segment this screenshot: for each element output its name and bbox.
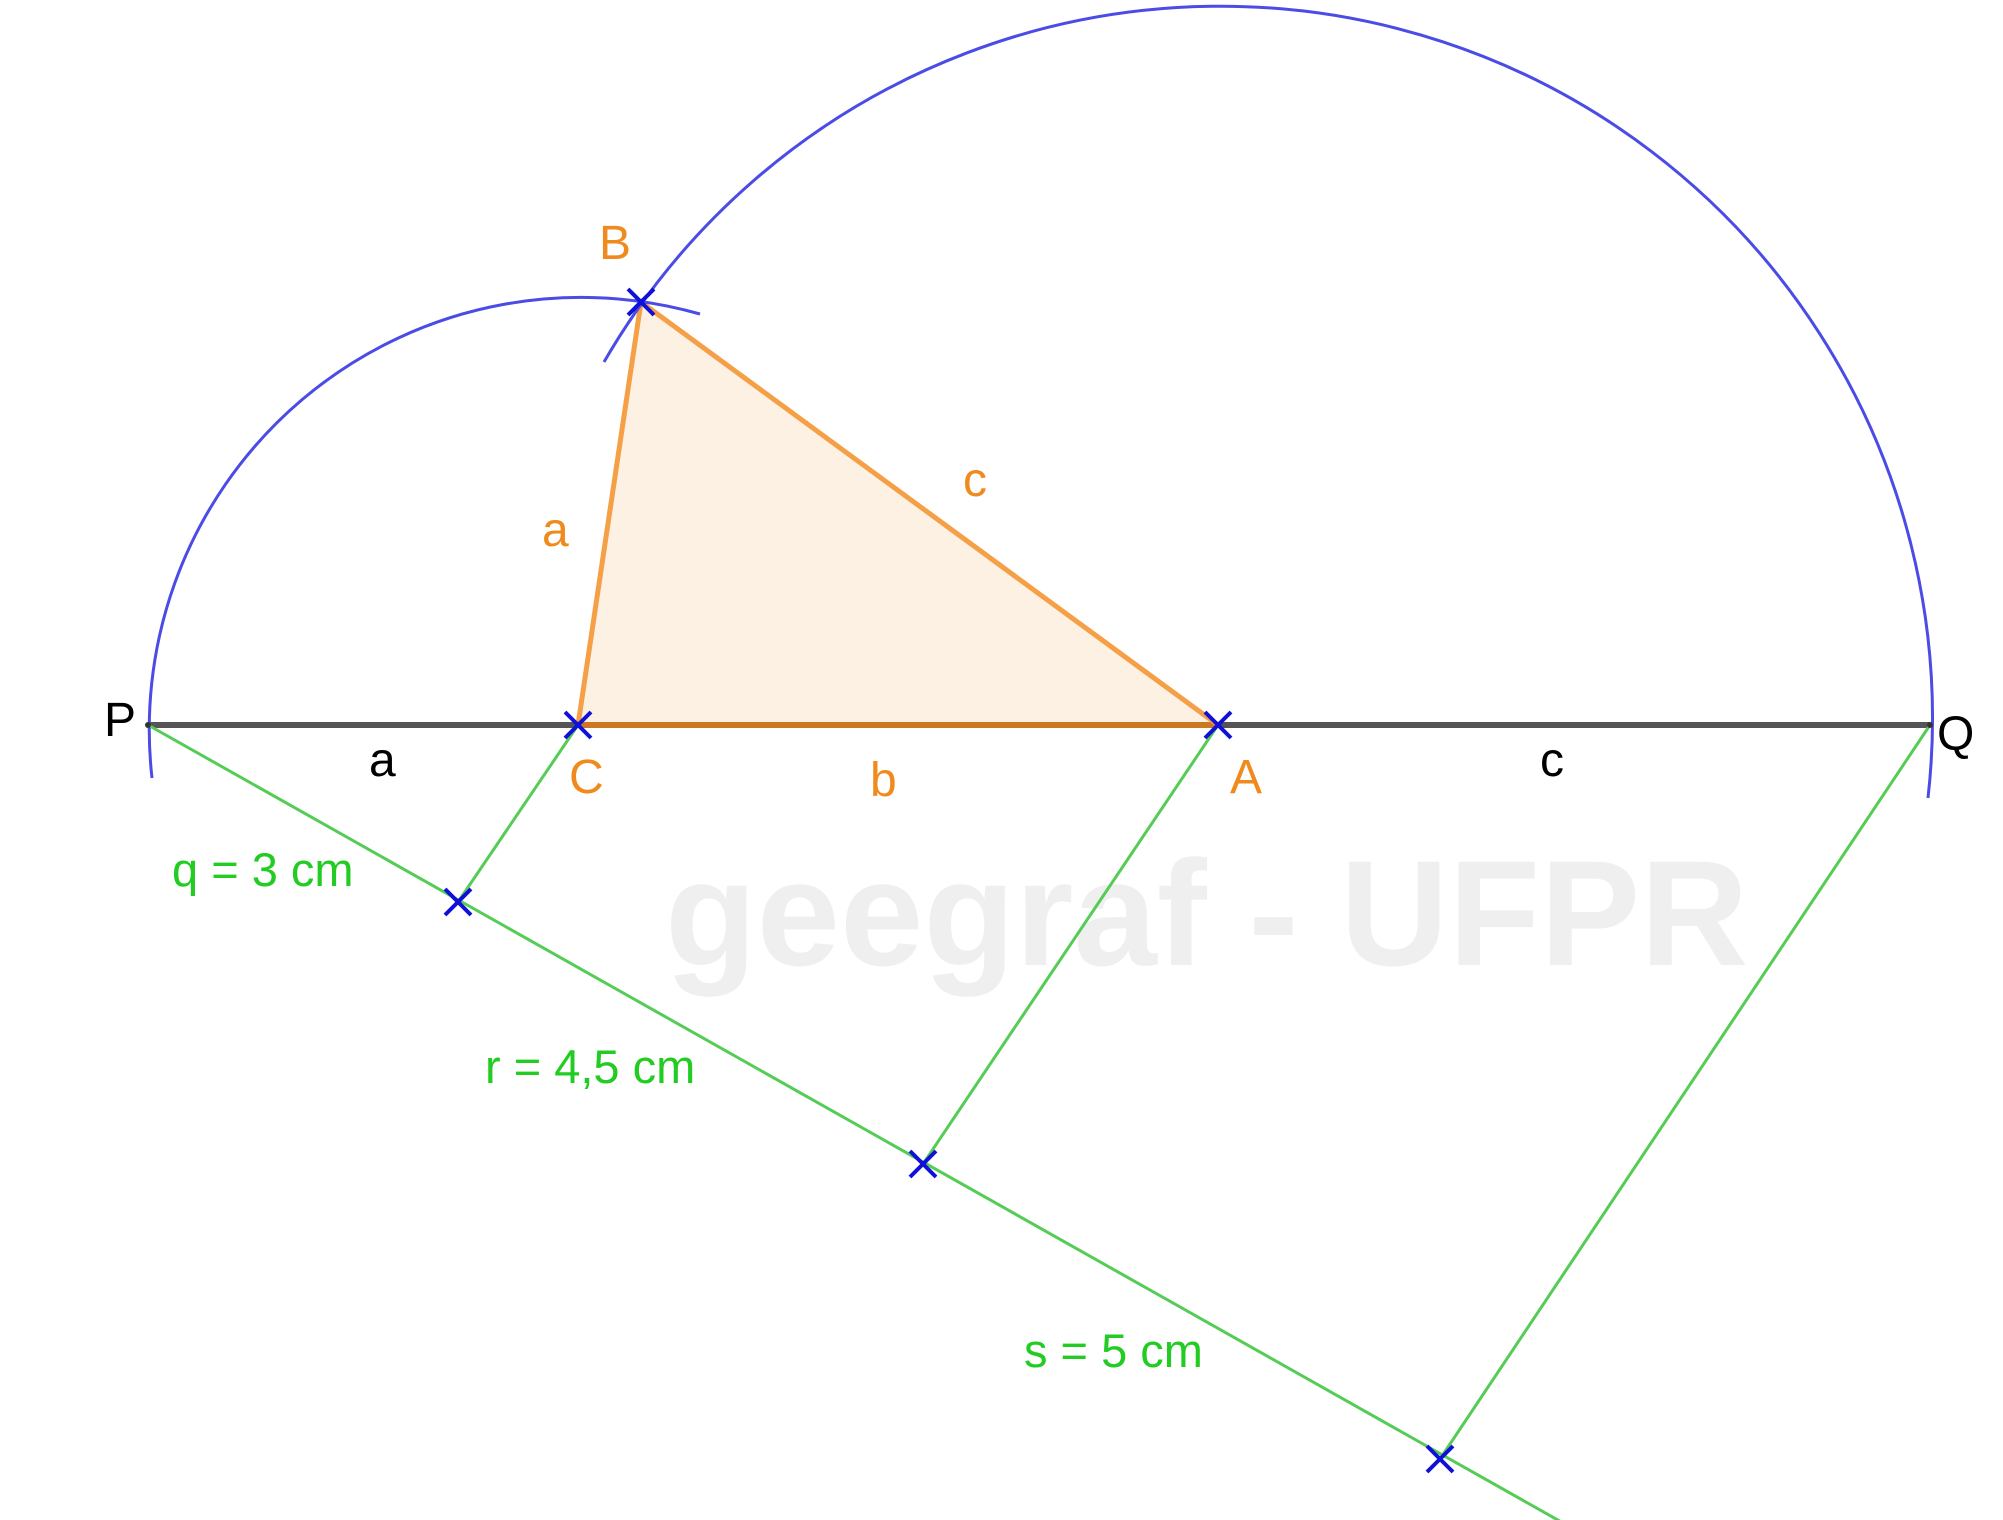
point-marker-s-division <box>1425 1444 1455 1474</box>
point-marker-a <box>1203 710 1233 740</box>
construction-ray-from-p <box>147 723 1561 1520</box>
label-measure-r: r = 4,5 cm <box>485 1040 695 1093</box>
label-point-q: Q <box>1937 708 1974 761</box>
triangle-side-a <box>575 301 644 726</box>
label-side-c: c <box>963 454 987 507</box>
label-point-c: C <box>569 751 604 804</box>
triangle-side-c <box>639 299 1220 728</box>
label-side-b: b <box>870 754 897 807</box>
point-dot-q <box>1927 722 1933 728</box>
parallel-line-q <box>1438 724 1932 1460</box>
label-point-a: A <box>1230 751 1262 804</box>
parallel-line-a <box>921 724 1220 1165</box>
label-measure-s: s = 5 cm <box>1024 1324 1203 1377</box>
point-marker-r-division <box>908 1149 938 1179</box>
label-baseline-c: c <box>1540 734 1564 787</box>
arc-radius-c-centered-a <box>602 4 1934 799</box>
arc-radius-a-centered-c <box>147 295 701 779</box>
point-marker-c <box>563 710 593 740</box>
parallel-line-c <box>456 724 580 903</box>
watermark-text: geegraf - UFPR <box>665 829 1748 997</box>
point-marker-b <box>626 287 656 317</box>
label-baseline-a: a <box>369 734 396 787</box>
label-measure-q: q = 3 cm <box>172 843 354 896</box>
point-dot-p <box>145 722 151 728</box>
label-side-a: a <box>542 504 569 557</box>
label-point-b: B <box>599 217 631 270</box>
triangle-abc-fill <box>578 302 1218 725</box>
point-marker-q-division <box>443 887 473 917</box>
label-point-p: P <box>104 694 136 747</box>
